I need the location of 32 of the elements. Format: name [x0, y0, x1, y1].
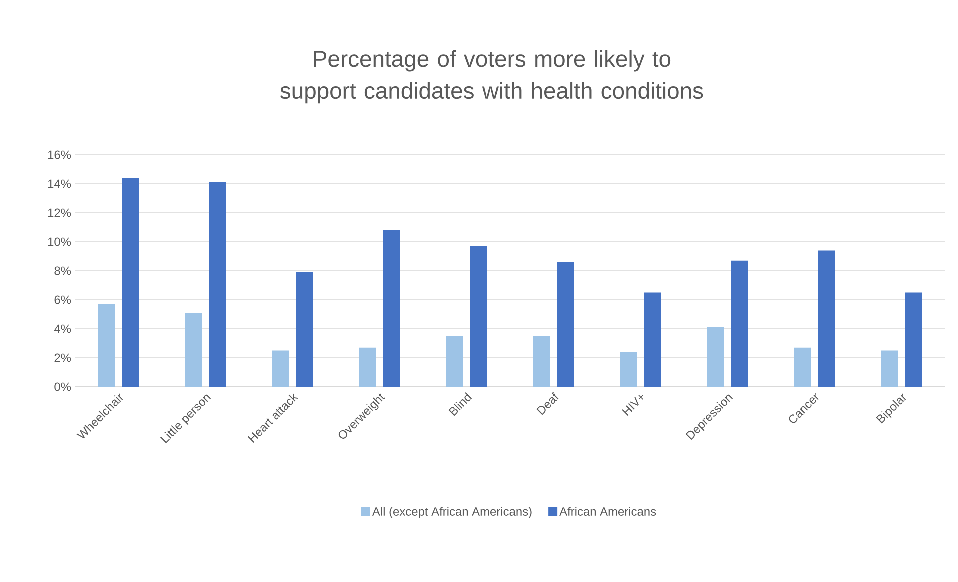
bar [794, 348, 812, 387]
bar [383, 230, 400, 387]
chart-title: Percentage of voters more likely to support candidates with health conditions [280, 50, 704, 104]
bar [209, 182, 226, 387]
y-tick-label: 6% [54, 296, 72, 304]
bar [905, 292, 922, 387]
y-tick-label: 2% [54, 354, 72, 362]
y-tick-label: 12% [48, 208, 72, 218]
legend-label: All (except African Americans) [372, 507, 532, 518]
bar [272, 350, 290, 387]
legend-label: African Americans [560, 507, 656, 516]
y-tick-label: 10% [48, 238, 72, 246]
bar [446, 336, 464, 387]
bar [359, 348, 376, 387]
y-tick-label: 16% [48, 150, 72, 160]
bar [533, 336, 550, 387]
bar [818, 250, 836, 387]
bar [296, 272, 314, 387]
y-tick-label: 8% [54, 266, 72, 276]
bar [731, 260, 748, 387]
y-tick-label: 4% [54, 324, 72, 334]
bar [122, 178, 139, 387]
bar [707, 328, 724, 387]
bar [185, 313, 202, 387]
bar [644, 292, 662, 387]
bar [620, 352, 638, 387]
y-tick-label: 14% [48, 180, 72, 188]
bar [98, 304, 115, 387]
bar [881, 350, 898, 387]
y-tick-label: 0% [54, 382, 72, 392]
bar [470, 246, 488, 387]
bar [557, 262, 574, 387]
